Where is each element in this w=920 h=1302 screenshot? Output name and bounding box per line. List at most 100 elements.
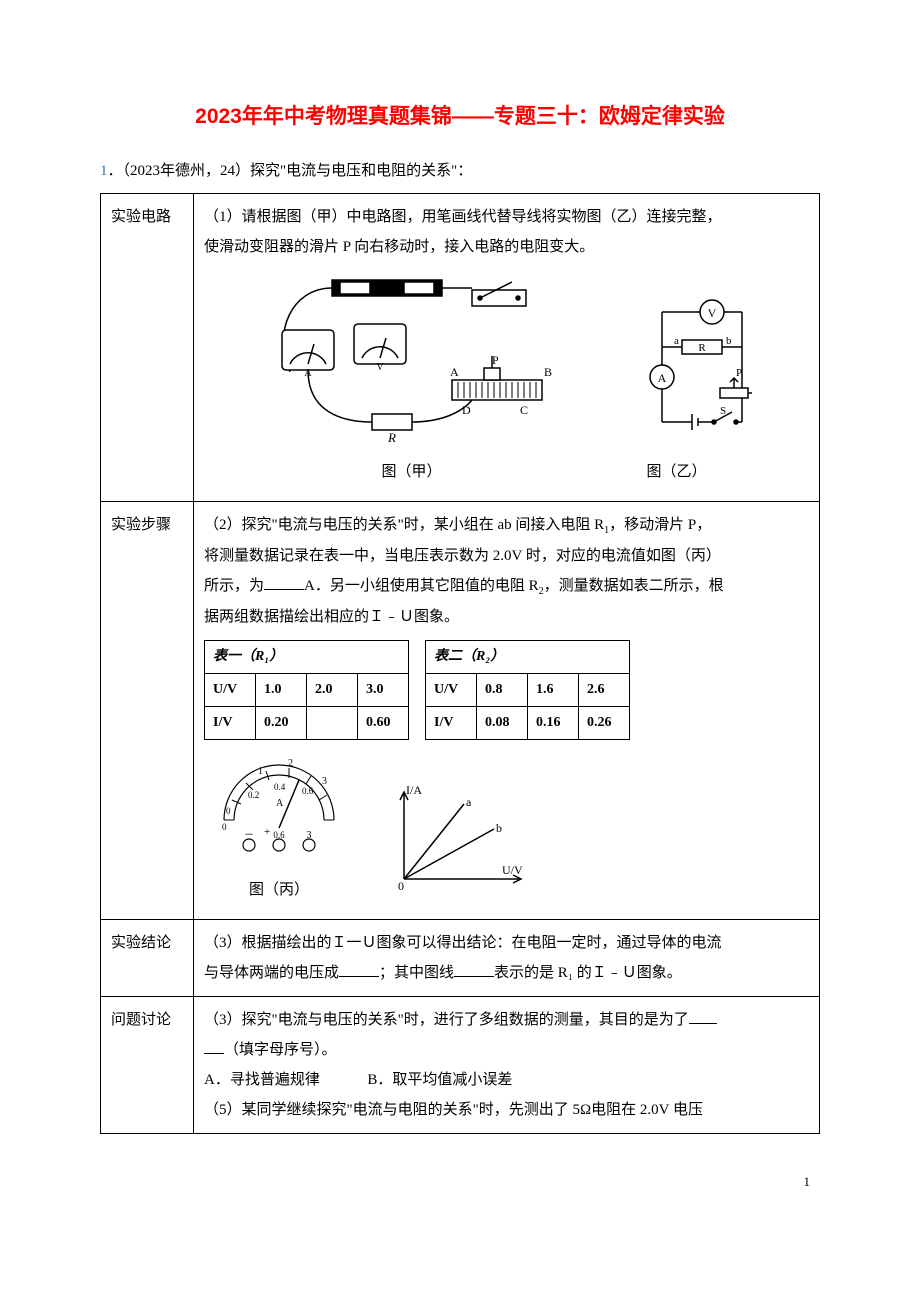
page-title: 2023年年中考物理真题集锦——专题三十：欧姆定律实验 xyxy=(100,100,820,130)
option-a: A．寻找普遍规律 xyxy=(204,1072,320,1088)
text: 使滑动变阻器的滑片 P 向右移动时，接入电路的电阻变大。 xyxy=(204,232,809,262)
text: ，移动滑片 P， xyxy=(609,517,711,533)
question-source: （2023年德州，24） xyxy=(123,163,251,179)
figure-row: 0 0 0.2 1 0.4 2 0.6 3 A xyxy=(204,750,809,905)
svg-text:V: V xyxy=(707,306,716,320)
text: （3）探究"电流与电压的关系"时，进行了多组数据的测量，其目的是为了 xyxy=(204,1012,689,1028)
cell: U/V xyxy=(426,674,477,707)
question-stem: 探究"电流与电压和电阻的关系"： xyxy=(250,163,472,179)
blank-input[interactable] xyxy=(339,961,379,977)
row-label-conclusion: 实验结论 xyxy=(101,920,194,997)
svg-text:0.4: 0.4 xyxy=(274,782,286,792)
experiment-table: 实验电路 （1）请根据图（甲）中电路图，用笔画线代替导线将实物图（乙）连接完整，… xyxy=(100,193,820,1134)
svg-text:+: + xyxy=(264,826,270,838)
text: （3）根据描绘出的Ｉ一Ｕ图象可以得出结论：在电阻一定时，通过导体的电流 xyxy=(204,928,809,958)
svg-text:0.6: 0.6 xyxy=(273,830,285,840)
svg-text:－: － xyxy=(244,830,254,841)
text: （1）请根据图（甲）中电路图，用笔画线代替导线将实物图（乙）连接完整， xyxy=(204,202,809,232)
svg-text:S: S xyxy=(720,405,726,417)
cell: I/V xyxy=(205,707,256,740)
text: （5）某同学继续探究"电流与电阻的关系"时，先测出了 5Ω电阻在 2.0V 电压 xyxy=(204,1095,809,1125)
cell: 1.6 xyxy=(528,674,579,707)
svg-text:A: A xyxy=(450,365,459,379)
text: （2）探究"电流与电压的关系"时，某小组在 ab 间接入电阻 R1，移动滑片 P… xyxy=(204,510,809,541)
svg-text:b: b xyxy=(496,821,502,835)
row-label-steps: 实验步骤 xyxy=(101,502,194,920)
svg-text:a: a xyxy=(466,795,472,809)
figure-jia: A V R xyxy=(262,272,562,487)
cell: 1.0 xyxy=(256,674,307,707)
svg-text:R: R xyxy=(698,342,706,354)
cell: 0.60 xyxy=(358,707,409,740)
svg-text:b: b xyxy=(726,335,732,347)
svg-text:A: A xyxy=(657,371,666,385)
table-title: 表一（R₁） xyxy=(205,641,409,674)
svg-text:V: V xyxy=(376,362,384,373)
data-table-1: 表一（R₁） U/V 1.0 2.0 3.0 I/V 0.20 xyxy=(204,640,409,740)
cell xyxy=(307,707,358,740)
svg-text:3: 3 xyxy=(322,776,327,787)
cell: U/V xyxy=(205,674,256,707)
text: （2）探究"电流与电压的关系"时，某小组在 ab 间接入电阻 R xyxy=(204,517,604,533)
blank-input[interactable] xyxy=(689,1008,717,1024)
text: A．另一小组使用其它阻值的电阻 R xyxy=(304,578,539,594)
svg-text:U/V: U/V xyxy=(502,863,523,877)
table-row: 实验步骤 （2）探究"电流与电压的关系"时，某小组在 ab 间接入电阻 R 1 ，移… xyxy=(101,502,820,920)
svg-text:a: a xyxy=(674,335,679,347)
svg-text:R: R xyxy=(387,430,396,442)
circuit-schematic-icon: V R a b xyxy=(602,292,752,442)
blank-input[interactable] xyxy=(204,1038,224,1054)
data-tables: 表一（R₁） U/V 1.0 2.0 3.0 I/V 0.20 xyxy=(204,640,809,740)
circuit-physical-icon: A V R xyxy=(262,272,562,442)
svg-text:P: P xyxy=(492,353,499,367)
svg-text:0: 0 xyxy=(226,806,231,816)
figure-row: A V R xyxy=(204,272,809,487)
blank-input[interactable] xyxy=(264,574,304,590)
figure-yi: V R a b xyxy=(602,292,752,487)
cell: 0.20 xyxy=(256,707,307,740)
text: 与导体两端的电压成；其中图线表示的是 R₁ 的Ｉ﹣Ｕ图象。 xyxy=(204,958,809,988)
text: 与导体两端的电压成 xyxy=(204,965,339,981)
page-number: 1 xyxy=(100,1174,820,1190)
blank-input[interactable] xyxy=(454,961,494,977)
text: 所示，为A．另一小组使用其它阻值的电阻 R2，测量数据如表二所示，根 xyxy=(204,571,809,602)
figure-iu-graph: I/A U/V 0 a b xyxy=(384,784,534,905)
row-content-discuss: （3）探究"电流与电压的关系"时，进行了多组数据的测量，其目的是为了 （填字母序… xyxy=(194,997,820,1134)
text: （填字母序号）。 xyxy=(224,1042,337,1058)
text: 将测量数据记录在表一中，当电压表示数为 2.0V 时，对应的电流值如图（丙） xyxy=(204,541,809,571)
row-content-circuit: （1）请根据图（甲）中电路图，用笔画线代替导线将实物图（乙）连接完整， 使滑动变… xyxy=(194,194,820,502)
page: 2023年年中考物理真题集锦——专题三十：欧姆定律实验 1．（2023年德州，2… xyxy=(0,0,920,1230)
text: （填字母序号）。 xyxy=(204,1035,809,1065)
table-row: 实验结论 （3）根据描绘出的Ｉ一Ｕ图象可以得出结论：在电阻一定时，通过导体的电流… xyxy=(101,920,820,997)
svg-text:1: 1 xyxy=(258,766,263,777)
question-lead: 1．（2023年德州，24）探究"电流与电压和电阻的关系"： xyxy=(100,158,820,185)
svg-text:3: 3 xyxy=(307,830,312,841)
row-label-circuit: 实验电路 xyxy=(101,194,194,502)
text: 表示的是 R₁ 的Ｉ﹣Ｕ图象。 xyxy=(494,965,682,981)
text: ，测量数据如表二所示，根 xyxy=(544,578,724,594)
cell: I/V xyxy=(426,707,477,740)
svg-text:2: 2 xyxy=(288,758,293,769)
question-number: 1 xyxy=(100,163,108,179)
svg-text:0.2: 0.2 xyxy=(248,790,259,800)
cell: 3.0 xyxy=(358,674,409,707)
row-label-discuss: 问题讨论 xyxy=(101,997,194,1134)
svg-text:C: C xyxy=(520,403,528,417)
text: ． xyxy=(108,163,123,179)
text: 所示，为 xyxy=(204,578,264,594)
text: 据两组数据描绘出相应的Ｉ﹣Ｕ图象。 xyxy=(204,602,809,632)
figure-caption: 图（丙） xyxy=(204,875,354,905)
iu-graph-icon: I/A U/V 0 a b xyxy=(384,784,534,894)
figure-bing: 0 0 0.2 1 0.4 2 0.6 3 A xyxy=(204,750,354,905)
svg-text:A: A xyxy=(276,798,284,809)
figure-caption: 图（乙） xyxy=(602,457,752,487)
svg-text:0: 0 xyxy=(222,822,227,832)
cell: 0.08 xyxy=(477,707,528,740)
table-row: 问题讨论 （3）探究"电流与电压的关系"时，进行了多组数据的测量，其目的是为了 … xyxy=(101,997,820,1134)
svg-text:0: 0 xyxy=(398,879,404,893)
cell: 0.26 xyxy=(579,707,630,740)
row-content-steps: （2）探究"电流与电压的关系"时，某小组在 ab 间接入电阻 R 1 ，移动滑片 P… xyxy=(194,502,820,920)
table-row: 实验电路 （1）请根据图（甲）中电路图，用笔画线代替导线将实物图（乙）连接完整，… xyxy=(101,194,820,502)
ammeter-dial-icon: 0 0 0.2 1 0.4 2 0.6 3 A xyxy=(204,750,354,860)
cell: 2.6 xyxy=(579,674,630,707)
